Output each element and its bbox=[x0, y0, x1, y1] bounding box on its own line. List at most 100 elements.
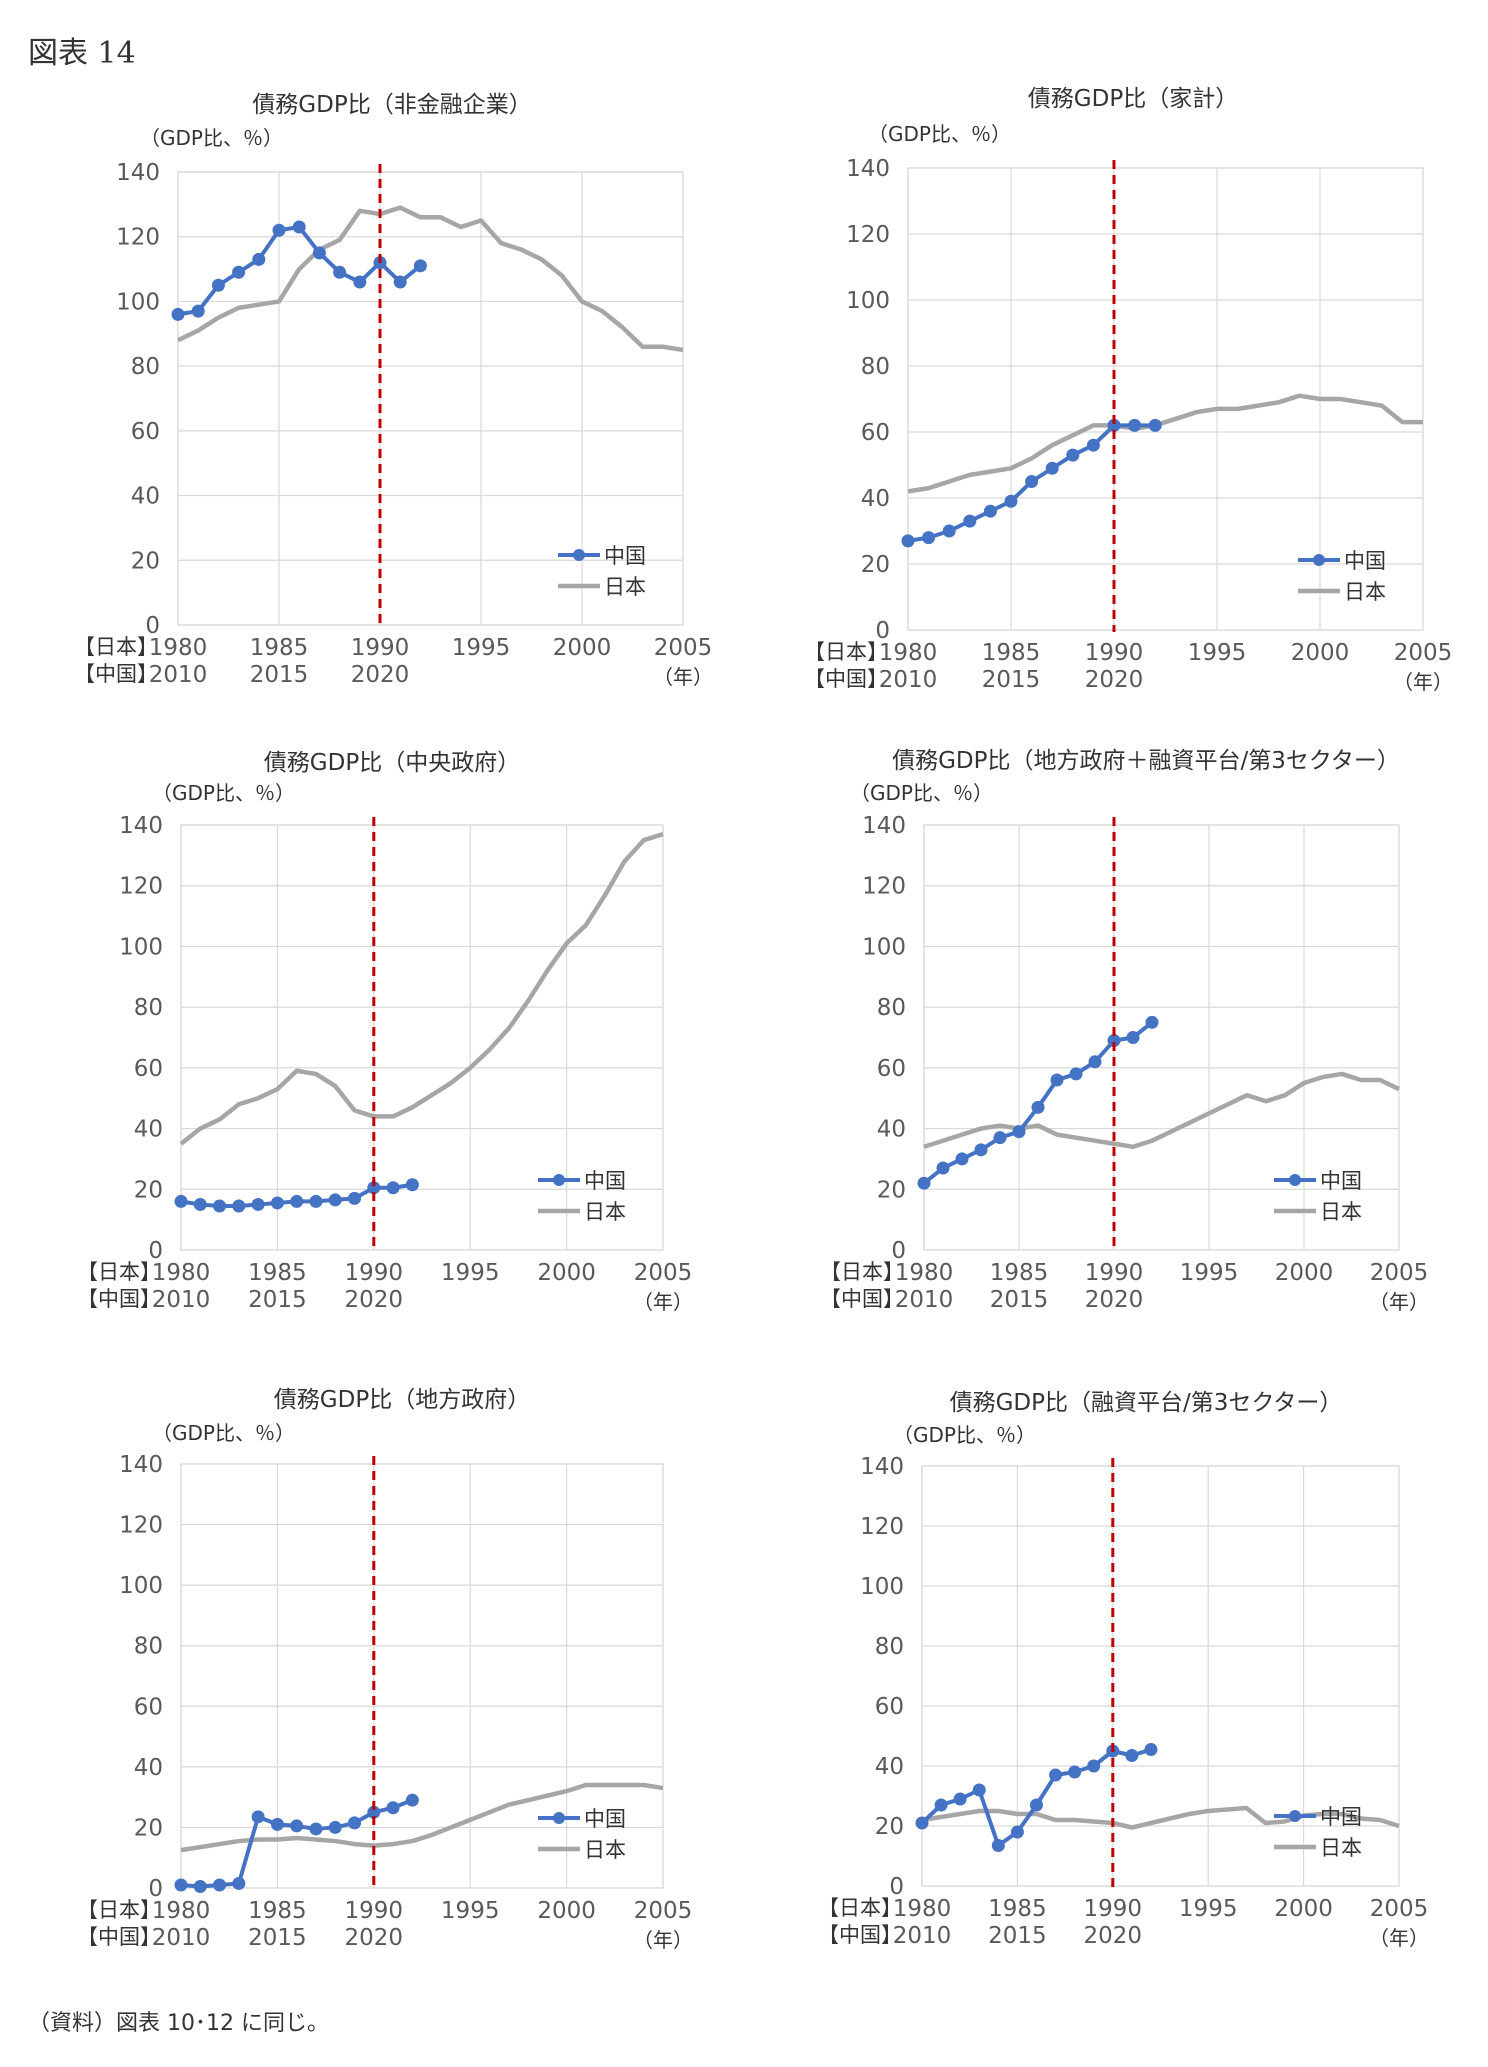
legend-label-china: 中国 bbox=[1320, 1805, 1362, 1829]
data-point-china bbox=[348, 1191, 362, 1205]
y-tick-label: 40 bbox=[134, 1755, 163, 1781]
x-tick-label-japan: 2000 bbox=[553, 635, 612, 661]
data-point-china bbox=[367, 1805, 381, 1819]
data-point-china bbox=[901, 534, 915, 548]
y-tick-label: 100 bbox=[116, 289, 160, 315]
era-label-japan: 【日本】 bbox=[77, 1898, 161, 1922]
series-line-japan bbox=[923, 1071, 1400, 1150]
y-tick-label: 120 bbox=[846, 222, 890, 248]
x-tick-label-china: 2010 bbox=[149, 662, 208, 688]
data-point-china bbox=[333, 265, 347, 279]
unit-label: （GDP比、％） bbox=[868, 122, 1011, 146]
x-tick-label-japan: 1990 bbox=[345, 1260, 404, 1286]
x-tick-label-japan: 1985 bbox=[982, 640, 1041, 666]
legend-label-japan: 日本 bbox=[1344, 580, 1386, 604]
era-label-japan: 【日本】 bbox=[818, 1896, 902, 1920]
data-point-china bbox=[942, 524, 956, 538]
x-tick-label-japan: 1995 bbox=[1180, 1260, 1239, 1286]
y-tick-label: 0 bbox=[145, 613, 160, 639]
data-point-china bbox=[405, 1793, 419, 1807]
data-point-china bbox=[386, 1801, 400, 1815]
data-point-china bbox=[174, 1194, 188, 1208]
chart-title: 債務GDP比（中央政府） bbox=[264, 750, 520, 776]
y-tick-label: 80 bbox=[875, 1634, 904, 1660]
y-tick-label: 80 bbox=[877, 995, 906, 1021]
year-unit-label: （年） bbox=[633, 1928, 693, 1952]
x-tick-label-japan: 1980 bbox=[149, 635, 208, 661]
x-tick-label-china: 2010 bbox=[895, 1287, 954, 1313]
y-tick-label: 120 bbox=[862, 874, 906, 900]
series-line-japan bbox=[179, 831, 664, 1146]
series-line-japan bbox=[177, 205, 684, 353]
y-tick-label: 80 bbox=[861, 354, 890, 380]
x-tick-label-japan: 2005 bbox=[654, 635, 713, 661]
data-point-china bbox=[353, 275, 367, 289]
data-point-china bbox=[1128, 418, 1142, 432]
x-tick-label-japan: 1985 bbox=[248, 1898, 307, 1924]
data-point-china bbox=[1012, 1125, 1026, 1139]
y-tick-label: 100 bbox=[862, 934, 906, 960]
y-tick-label: 20 bbox=[134, 1177, 163, 1203]
data-point-china bbox=[1004, 494, 1018, 508]
legend-label-japan: 日本 bbox=[1320, 1836, 1362, 1860]
data-point-china bbox=[1126, 1031, 1140, 1044]
era-label-china: 【中国】 bbox=[818, 1923, 902, 1947]
data-point-china bbox=[974, 1143, 988, 1157]
data-point-china bbox=[1010, 1825, 1024, 1839]
data-point-china bbox=[348, 1816, 362, 1830]
data-point-china bbox=[193, 1197, 207, 1211]
x-tick-label-china: 2010 bbox=[893, 1923, 952, 1949]
legend-marker-china bbox=[553, 1174, 565, 1186]
legend-label-china: 中国 bbox=[1320, 1169, 1362, 1193]
era-label-japan: 【日本】 bbox=[820, 1260, 904, 1284]
data-point-china bbox=[934, 1798, 948, 1812]
y-tick-label: 140 bbox=[860, 1454, 904, 1480]
data-point-china bbox=[1025, 475, 1039, 488]
data-point-china bbox=[393, 275, 407, 289]
series-line-japan bbox=[180, 1782, 664, 1853]
y-tick-label: 20 bbox=[877, 1177, 906, 1203]
x-tick-label-japan: 2005 bbox=[1370, 1260, 1429, 1286]
legend-marker-china bbox=[553, 1812, 565, 1824]
x-tick-label-japan: 1995 bbox=[1188, 640, 1247, 666]
x-tick-label-japan: 2000 bbox=[1274, 1896, 1333, 1922]
year-unit-label: （年） bbox=[1393, 670, 1453, 694]
y-tick-label: 40 bbox=[134, 1117, 163, 1143]
y-tick-label: 120 bbox=[119, 1513, 163, 1539]
era-label-china: 【中国】 bbox=[804, 667, 888, 691]
data-point-china bbox=[1144, 1743, 1158, 1756]
data-point-china bbox=[272, 223, 286, 237]
data-point-china bbox=[328, 1820, 342, 1834]
legend-label-china: 中国 bbox=[584, 1807, 626, 1831]
x-tick-label-japan: 1980 bbox=[152, 1260, 211, 1286]
x-tick-label-japan: 1985 bbox=[250, 635, 309, 661]
data-point-china bbox=[413, 259, 427, 273]
data-point-china bbox=[922, 531, 936, 545]
data-point-china bbox=[251, 1197, 265, 1211]
data-point-china bbox=[1145, 1015, 1159, 1029]
x-tick-label-japan: 1990 bbox=[1085, 640, 1144, 666]
x-tick-label-japan: 1985 bbox=[988, 1896, 1047, 1922]
x-tick-label-china: 2020 bbox=[345, 1925, 404, 1951]
legend-marker-china bbox=[1313, 554, 1325, 566]
data-point-china bbox=[1068, 1765, 1082, 1779]
y-tick-label: 0 bbox=[148, 1876, 163, 1902]
x-tick-label-japan: 1990 bbox=[345, 1898, 404, 1924]
x-tick-label-china: 2020 bbox=[345, 1287, 404, 1313]
data-point-china bbox=[993, 1131, 1007, 1145]
data-point-china bbox=[983, 504, 997, 518]
y-tick-label: 140 bbox=[119, 813, 163, 839]
source-note: （資料）図表 10･12 に同じ。 bbox=[28, 2011, 329, 2036]
data-point-china bbox=[191, 304, 205, 318]
legend-label-china: 中国 bbox=[584, 1169, 626, 1193]
x-tick-label-japan: 1985 bbox=[248, 1260, 307, 1286]
data-point-china bbox=[232, 1199, 246, 1213]
data-point-china bbox=[1125, 1749, 1139, 1762]
x-tick-label-japan: 1980 bbox=[879, 640, 938, 666]
